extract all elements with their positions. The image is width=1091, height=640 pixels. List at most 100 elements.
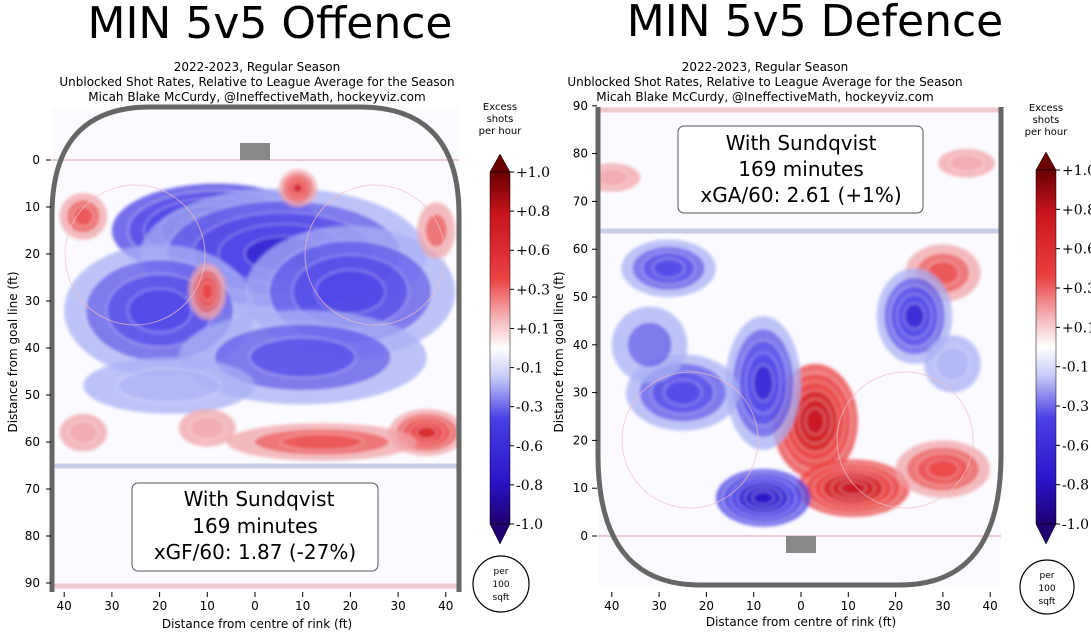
defence-ytick-label-4: 40 <box>573 338 588 352</box>
defence-blob-9-ring-3 <box>663 379 703 406</box>
offence-blob-8-ring-2 <box>72 205 94 227</box>
defence-x-ticks: 40 30 20 10 0 10 20 30 40 <box>604 592 998 613</box>
offence-cb-title-1: Excess <box>483 102 517 113</box>
offence-faceoff-circle-right <box>304 184 446 326</box>
defence-blob-1-ring-5 <box>839 481 867 496</box>
defence-blob-7-ring-4 <box>903 302 926 330</box>
defence-cb-title-1: Excess <box>1029 103 1063 114</box>
defence-cb-title-2: shots <box>1033 115 1060 126</box>
offence-y-ticks: 0 10 20 30 40 50 60 70 80 90 <box>25 153 51 590</box>
defence-blob-4-ring-1 <box>949 154 984 173</box>
defence-cb-label-5: -0.1 <box>1062 360 1089 376</box>
offence-blob-9-ring-1 <box>424 213 449 248</box>
defence-faceoff-circle-right <box>836 371 974 509</box>
defence-ytick-label-8: 80 <box>573 147 588 161</box>
offence-ytick-label-1: 10 <box>25 200 40 214</box>
defence-cb-label-3: +0.3 <box>1062 281 1091 297</box>
offence-ytick-label-4: 40 <box>25 341 40 355</box>
defence-xtick-label-6: 20 <box>888 599 903 613</box>
offence-cb-label-4: +0.1 <box>516 321 550 337</box>
offence-ylabel: Distance from goal line (ft) <box>6 271 20 432</box>
defence-cb-label-2: +0.6 <box>1062 242 1091 258</box>
defence-per-3: sqft <box>1039 597 1056 607</box>
defence-net <box>786 536 816 553</box>
defence-ytick-label-5: 50 <box>573 290 588 304</box>
offence-cb-label-5: -0.1 <box>516 361 543 377</box>
offence-ytick-label-2: 20 <box>25 247 40 261</box>
offence-subtitle-2: Unblocked Shot Rates, Relative to League… <box>59 75 454 89</box>
defence-xlabel: Distance from centre of rink (ft) <box>706 615 896 629</box>
offence-blob-11-ring-2 <box>280 433 364 451</box>
defence-blob-11-ring-1 <box>626 321 673 369</box>
offence-blob-6-ring-4 <box>292 182 304 194</box>
defence-ylabel: Distance from goal line (ft) <box>552 271 566 432</box>
defence-info-box: With Sundqvist 169 minutes xGA/60: 2.61 … <box>677 125 924 214</box>
offence-box-line3: xGF/60: 1.87 (-27%) <box>154 540 356 564</box>
offence-blob-12-ring-1 <box>68 420 99 445</box>
defence-faceoff-circle-left <box>621 371 759 509</box>
defence-xtick-label-3: 10 <box>746 599 761 613</box>
defence-blob-12-ring-1 <box>935 346 970 382</box>
offence-subtitle-3: Micah Blake McCurdy, @IneffectiveMath, h… <box>88 90 425 104</box>
offence-xtick-label-3: 10 <box>200 599 215 613</box>
offence-ytick-label-6: 60 <box>25 435 40 449</box>
offence-rink-border <box>49 104 462 592</box>
offence-cb-label-9: -1.0 <box>516 517 543 533</box>
defence-xtick-label-7: 30 <box>935 599 950 613</box>
offence-xtick-label-5: 10 <box>295 599 310 613</box>
defence-per-2: 100 <box>1038 584 1055 594</box>
offence-box-line1: With Sundqvist <box>184 487 335 511</box>
defence-ytick-label-6: 60 <box>573 242 588 256</box>
offence-ytick-label-8: 80 <box>25 529 40 543</box>
offence-blob-3-ring-3 <box>127 288 192 333</box>
offence-x-ticks: 40 30 20 10 0 10 20 30 40 <box>57 592 453 613</box>
defence-cb-label-9: -1.0 <box>1062 517 1089 533</box>
offence-blob-7-ring-3 <box>200 281 215 302</box>
offence-per-1: per <box>494 567 509 577</box>
defence-blob-8-ring-4 <box>752 364 774 402</box>
defence-colorbar: Excess shots per hour +1.0 +0.8 +0.6 +0.3 +0… <box>1019 103 1091 615</box>
defence-box-line3: xGA/60: 2.61 (+1%) <box>700 183 901 207</box>
defence-xtick-label-1: 30 <box>651 599 666 613</box>
defence-blob-2-ring-3 <box>926 459 960 480</box>
defence-blob-0-ring-5 <box>805 407 826 435</box>
offence-per-2: 100 <box>492 580 509 590</box>
defence-ytick-label-0: 0 <box>580 529 588 543</box>
defence-xtick-label-2: 20 <box>699 599 714 613</box>
defence-y-ticks: 0 10 20 30 40 50 60 70 80 90 <box>573 99 597 543</box>
defence-heatmap <box>598 148 995 527</box>
offence-colorbar: Excess shots per hour +1.0 +0.8 +0.6 +0.3 +0… <box>472 102 550 613</box>
offence-cb-label-8: -0.8 <box>516 478 543 494</box>
defence-blob-10-ring-3 <box>652 258 685 279</box>
offence-panel: MIN 5v5 Offence 2022-2023, Regular Seaso… <box>6 0 550 631</box>
offence-xtick-label-6: 20 <box>343 599 358 613</box>
offence-blob-2-ring-3 <box>314 269 386 314</box>
offence-subtitle-1: 2022-2023, Regular Season <box>174 60 340 74</box>
defence-xtick-label-4: 0 <box>797 599 805 613</box>
offence-cb-label-2: +0.6 <box>516 243 550 259</box>
offence-ytick-label-5: 50 <box>25 388 40 402</box>
defence-per-area-badge <box>1019 559 1075 615</box>
defence-subtitle-3: Micah Blake McCurdy, @IneffectiveMath, h… <box>596 90 933 104</box>
defence-ytick-label-9: 90 <box>573 99 588 113</box>
offence-cb-label-6: -0.3 <box>516 400 543 416</box>
offence-cb-title-2: shots <box>487 114 514 125</box>
offence-net <box>240 143 270 160</box>
defence-panel: MIN 5v5 Defence 2022-2023, Regular Seaso… <box>552 0 1091 629</box>
defence-ytick-label-1: 10 <box>573 481 588 495</box>
offence-blob-10-ring-4 <box>415 425 438 440</box>
defence-xtick-label-8: 40 <box>983 599 998 613</box>
offence-ytick-label-7: 70 <box>25 482 40 496</box>
offence-per-area-badge <box>472 555 530 613</box>
defence-cb-label-8: -0.8 <box>1062 478 1089 494</box>
offence-xlabel: Distance from centre of rink (ft) <box>162 617 352 631</box>
defence-rink-border <box>595 107 1004 588</box>
defence-ytick-label-7: 70 <box>573 194 588 208</box>
offence-xtick-label-4: 0 <box>251 599 259 613</box>
offence-xtick-label-1: 30 <box>104 599 119 613</box>
offence-cb-label-7: -0.6 <box>516 439 543 455</box>
offence-blob-4-ring-2 <box>249 336 357 378</box>
defence-cb-label-1: +0.8 <box>1062 202 1091 218</box>
defence-cb-label-6: -0.3 <box>1062 399 1089 415</box>
